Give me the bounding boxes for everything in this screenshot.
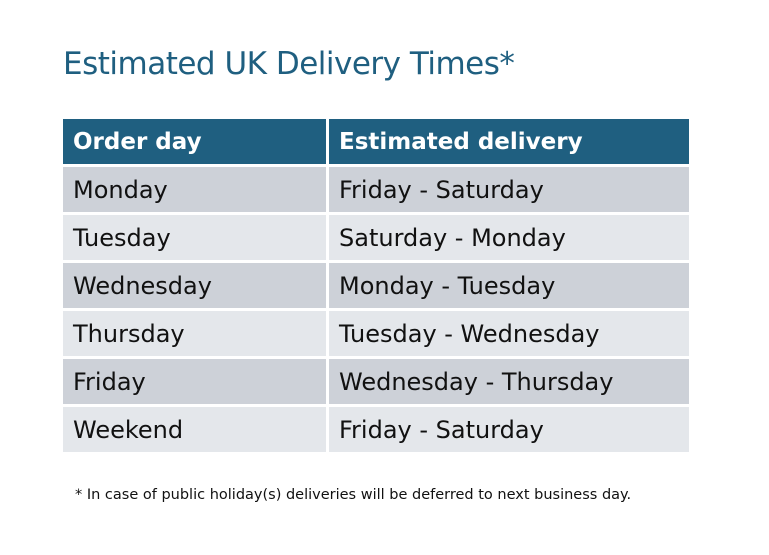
delivery-cell: Monday - Tuesday — [329, 263, 689, 308]
table-row: Wednesday Monday - Tuesday — [63, 263, 689, 308]
footnote: * In case of public holiday(s) deliverie… — [75, 487, 632, 503]
table-row: Monday Friday - Saturday — [63, 167, 689, 212]
table-row: Thursday Tuesday - Wednesday — [63, 311, 689, 356]
order-day-cell: Thursday — [63, 311, 326, 356]
table-row: Friday Wednesday - Thursday — [63, 359, 689, 404]
delivery-cell: Saturday - Monday — [329, 215, 689, 260]
delivery-cell: Friday - Saturday — [329, 407, 689, 452]
order-day-cell: Weekend — [63, 407, 326, 452]
table-row: Tuesday Saturday - Monday — [63, 215, 689, 260]
order-day-cell: Monday — [63, 167, 326, 212]
table-row: Weekend Friday - Saturday — [63, 407, 689, 452]
delivery-cell: Tuesday - Wednesday — [329, 311, 689, 356]
header-order-day: Order day — [63, 119, 326, 164]
delivery-cell: Friday - Saturday — [329, 167, 689, 212]
order-day-cell: Wednesday — [63, 263, 326, 308]
page-title: Estimated UK Delivery Times* — [63, 46, 515, 82]
order-day-cell: Friday — [63, 359, 326, 404]
header-estimated-delivery: Estimated delivery — [329, 119, 689, 164]
order-day-cell: Tuesday — [63, 215, 326, 260]
table-header-row: Order day Estimated delivery — [63, 119, 689, 164]
delivery-cell: Wednesday - Thursday — [329, 359, 689, 404]
delivery-times-table: Order day Estimated delivery Monday Frid… — [60, 116, 692, 455]
